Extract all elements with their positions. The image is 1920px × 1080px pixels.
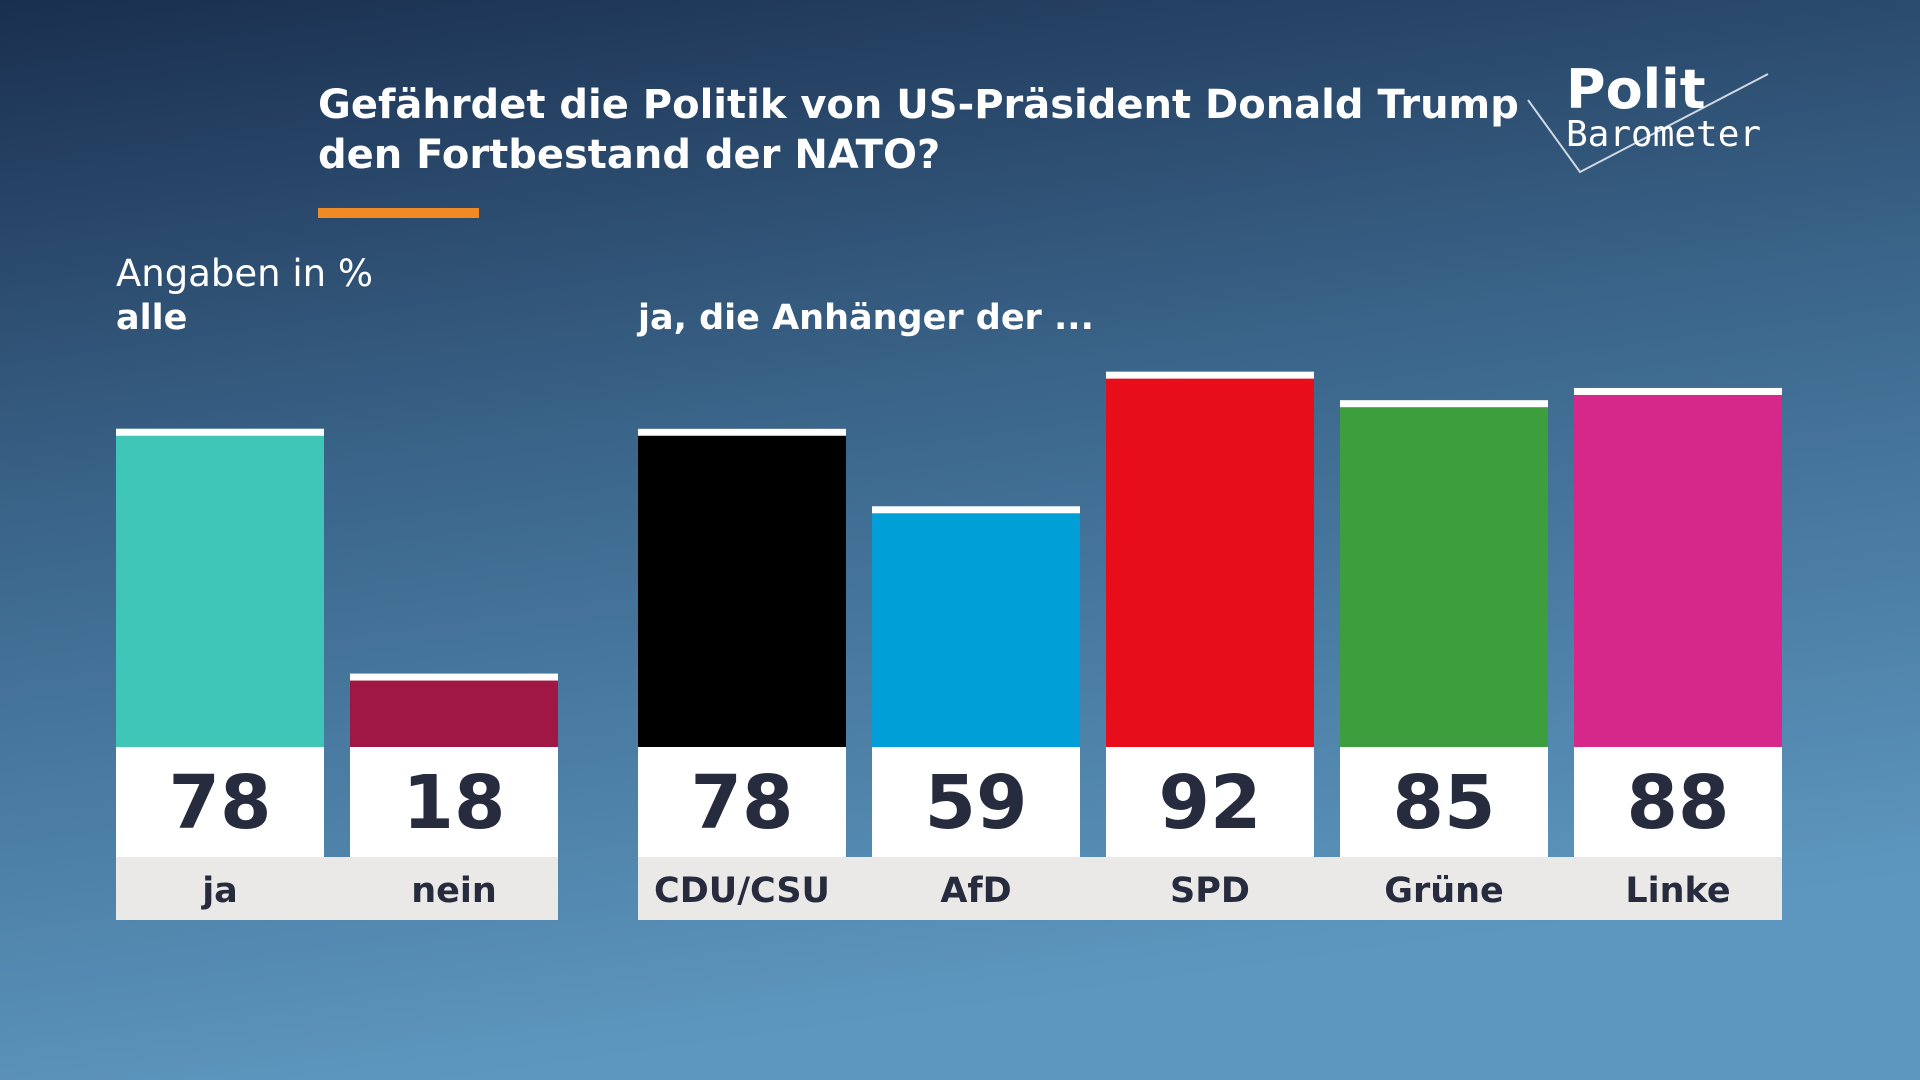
value-box (350, 747, 558, 857)
value-label: 88 (1627, 760, 1730, 846)
bar-cap (872, 506, 1080, 514)
logo-text: Polit (1566, 58, 1706, 121)
bar (872, 506, 1080, 747)
value-label: 59 (925, 760, 1028, 846)
value-label: 78 (169, 760, 272, 846)
subtitle: ja, die Anhänger der ... (636, 298, 1094, 338)
label-band (638, 857, 1782, 920)
subtitle: alle (116, 298, 187, 338)
bar-cap (116, 428, 324, 436)
bar (1574, 387, 1782, 747)
title: den Fortbestand der NATO? (318, 132, 940, 178)
value-box (872, 747, 1080, 857)
bar-cap (1574, 387, 1782, 395)
bar-cap (1106, 371, 1314, 379)
bar-cap (638, 428, 846, 436)
bar-cap (350, 673, 558, 681)
title: Gefährdet die Politik von US-Präsident D… (318, 82, 1519, 128)
bar (1340, 400, 1548, 747)
category-label: ja (200, 871, 238, 911)
category-label: CDU/CSU (654, 871, 830, 911)
note: Angaben in % (116, 252, 373, 295)
value-label: 78 (691, 760, 794, 846)
category-label: Grüne (1384, 871, 1504, 911)
bar (1106, 371, 1314, 747)
category-label: Linke (1625, 871, 1730, 911)
value-label: 18 (403, 760, 506, 846)
value-label: 92 (1159, 760, 1262, 846)
category-label: nein (411, 871, 497, 911)
logo-text: Barometer (1566, 114, 1761, 155)
bar (350, 673, 558, 747)
value-box (116, 747, 324, 857)
logo-check (1527, 73, 1769, 174)
label-band (116, 857, 558, 920)
category-label: SPD (1170, 871, 1250, 911)
value-label: 85 (1393, 760, 1496, 846)
value-box (638, 747, 846, 857)
bar (638, 428, 846, 747)
logo: Polit Barometer (1527, 58, 1769, 174)
accent-bar (318, 208, 479, 218)
value-box (1340, 747, 1548, 857)
bar (116, 428, 324, 747)
category-label: AfD (940, 871, 1011, 911)
value-box (1106, 747, 1314, 857)
bar-cap (1340, 400, 1548, 408)
value-box (1574, 747, 1782, 857)
